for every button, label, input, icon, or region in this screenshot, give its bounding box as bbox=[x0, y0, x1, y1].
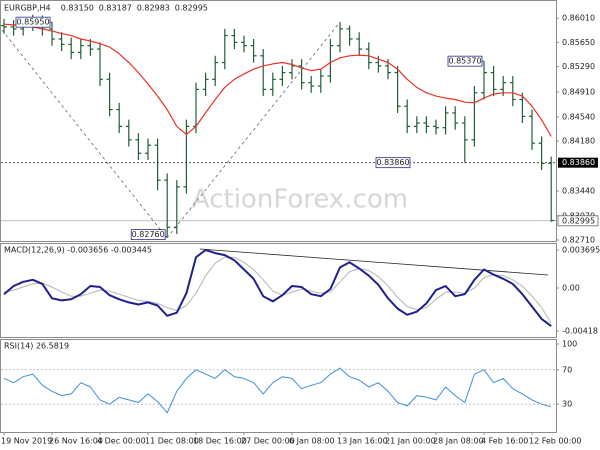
y-tick-label: 0.84540 bbox=[562, 112, 595, 121]
trendline bbox=[1, 29, 168, 239]
level-axis-box bbox=[558, 157, 598, 168]
level-axis-label: 0.83860 bbox=[562, 158, 595, 167]
x-tick-label: 6 Jan 08:00 bbox=[289, 437, 335, 446]
last-price-label: 0.82995 bbox=[562, 216, 595, 225]
annotation-label: 0.85370 bbox=[448, 57, 481, 66]
price-title: EURGBP,H4 bbox=[4, 4, 51, 13]
rsi-line bbox=[3, 367, 552, 414]
signal-line bbox=[3, 256, 552, 324]
y-tick-label: 0.85290 bbox=[562, 62, 595, 71]
x-tick-label: 19 Nov 2019 bbox=[1, 437, 52, 446]
y-tick-label: 0.86010 bbox=[562, 14, 595, 23]
x-tick-label: 12 Feb 00:00 bbox=[529, 437, 581, 446]
trendline bbox=[166, 21, 341, 239]
macd-title: MACD(12,26,9) -0.003656 -0.003445 bbox=[4, 246, 152, 255]
x-tick-label: 13 Jan 16:00 bbox=[337, 437, 388, 446]
x-tick-label: 4 Feb 16:00 bbox=[481, 437, 528, 446]
annotation-box bbox=[130, 229, 166, 241]
x-tick-label: 11 Dec 08:00 bbox=[145, 437, 199, 446]
y-tick-label: 70 bbox=[562, 365, 572, 374]
x-tick-label: 18 Dec 16:00 bbox=[193, 437, 247, 446]
level-label: 0.83860 bbox=[376, 158, 409, 167]
x-tick-label: 28 Jan 08:00 bbox=[433, 437, 484, 446]
x-tick-label: 4 Dec 00:00 bbox=[97, 437, 146, 446]
annotation-label: 0.82760 bbox=[132, 230, 165, 239]
y-tick-label: 0.83440 bbox=[562, 186, 595, 195]
level-box bbox=[375, 157, 411, 169]
y-tick-label: 0.00 bbox=[562, 284, 580, 293]
y-tick-label: 0.85650 bbox=[562, 38, 595, 47]
annotation-label: 0.85950 bbox=[16, 18, 49, 27]
header-value: 0.82983 bbox=[137, 4, 170, 13]
x-tick-label: 26 Nov 16:00 bbox=[49, 437, 103, 446]
header-value: 0.83150 bbox=[61, 4, 94, 13]
y-tick-label: 30 bbox=[562, 400, 572, 409]
y-tick-label: 0.003695 bbox=[562, 246, 600, 255]
moving-average bbox=[3, 23, 552, 137]
y-tick-label: 0.82710 bbox=[562, 235, 595, 244]
y-tick-label: -0.00418 bbox=[562, 327, 598, 336]
macd-line bbox=[3, 249, 552, 327]
rsi-title: RSI(14) 26.5819 bbox=[4, 342, 69, 351]
header-value: 0.82995 bbox=[175, 4, 208, 13]
y-tick-label: 0.84910 bbox=[562, 88, 595, 97]
price-panel bbox=[0, 0, 557, 242]
macd-trendline bbox=[199, 248, 549, 276]
panel-frames bbox=[0, 0, 557, 433]
x-tick-label: 27 Dec 00:00 bbox=[241, 437, 295, 446]
last-price-box bbox=[557, 215, 599, 227]
macd-panel bbox=[0, 243, 557, 338]
x-tick-label: 21 Jan 00:00 bbox=[385, 437, 436, 446]
watermark: ActionForex.com bbox=[192, 185, 408, 215]
annotation-box bbox=[447, 55, 483, 67]
trendlines bbox=[1, 21, 341, 239]
annotation-box bbox=[15, 16, 51, 28]
y-tick-label: 0.84180 bbox=[562, 137, 595, 146]
y-tick-label: 100 bbox=[562, 340, 577, 349]
rsi-panel bbox=[0, 339, 557, 433]
header-value: 0.83187 bbox=[99, 4, 132, 13]
